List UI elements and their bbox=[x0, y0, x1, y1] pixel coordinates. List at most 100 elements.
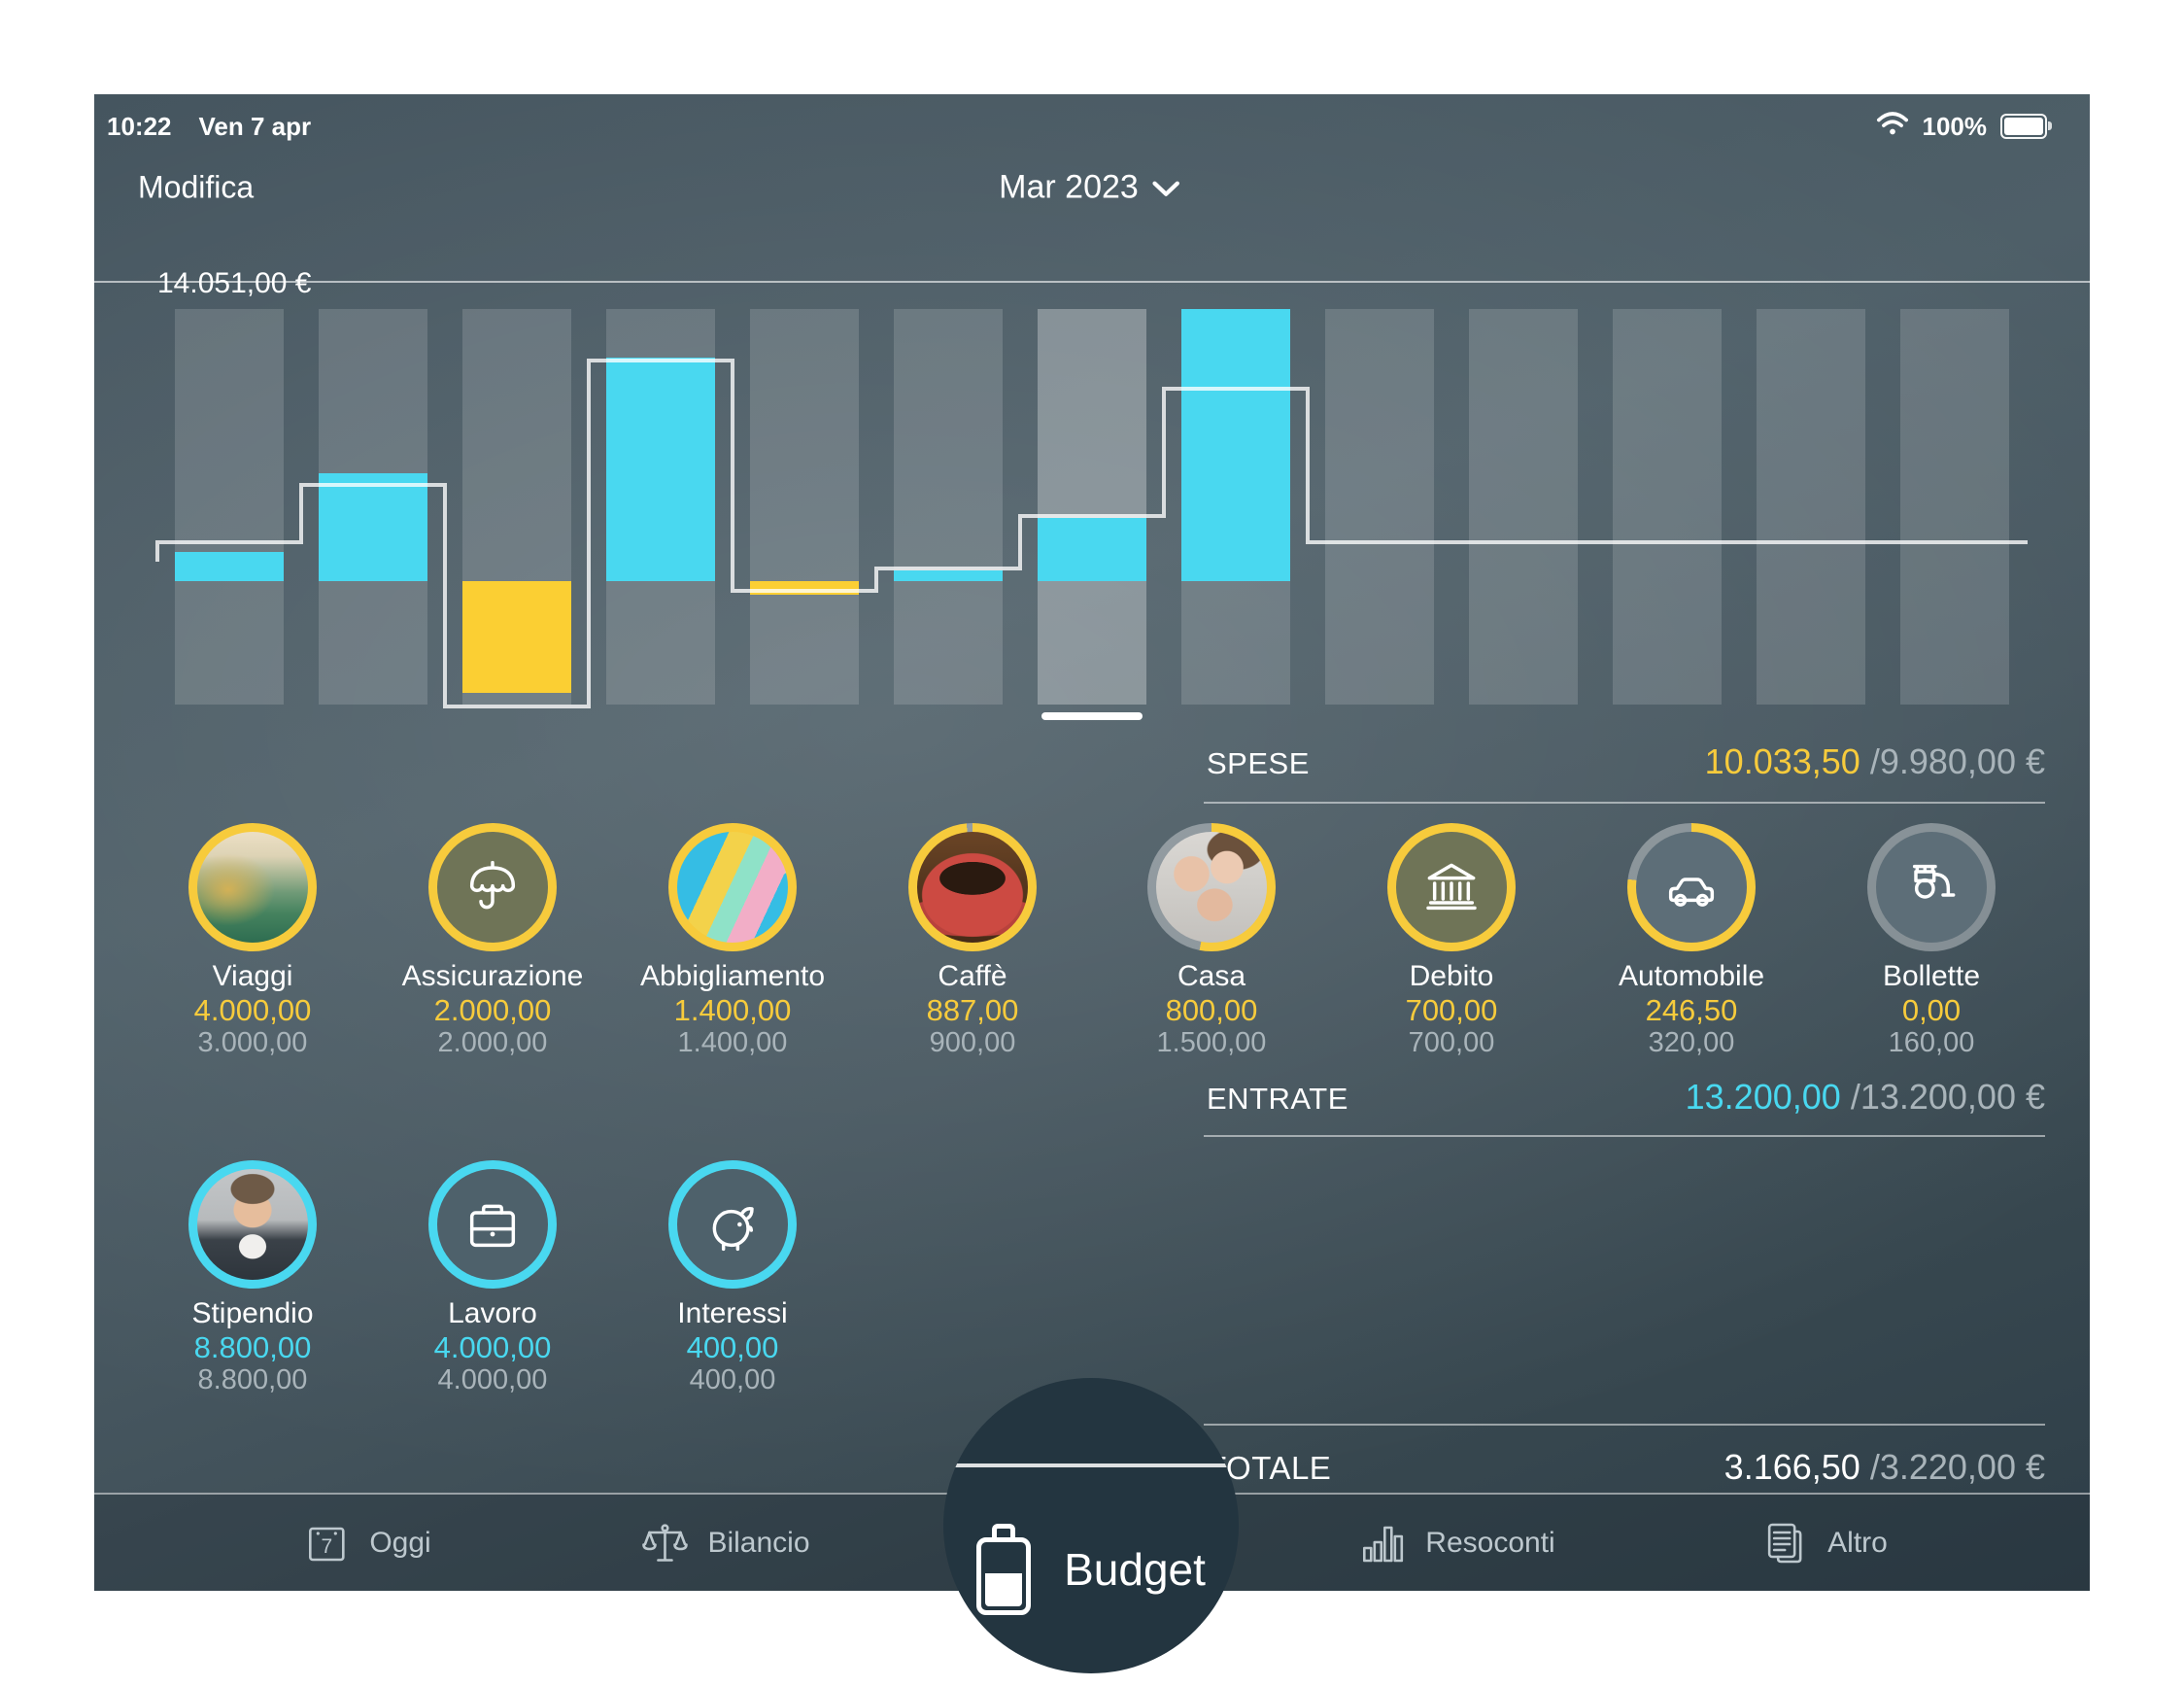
category-planned-value: 400,00 bbox=[689, 1364, 776, 1395]
tab-resoconti[interactable]: Resoconti bbox=[1359, 1495, 1555, 1591]
spese-divider bbox=[1204, 802, 2045, 804]
status-date: Ven 7 apr bbox=[198, 111, 312, 141]
chart-month-bar[interactable] bbox=[1469, 309, 1578, 705]
category-actual-value: 0,00 bbox=[1901, 993, 1962, 1027]
category-name: Debito bbox=[1409, 960, 1494, 992]
chart-month-bar[interactable] bbox=[1325, 309, 1434, 705]
progress-ring bbox=[668, 1160, 797, 1289]
category-planned-value: 3.000,00 bbox=[197, 1027, 308, 1058]
chart-month-bar[interactable] bbox=[894, 309, 1003, 705]
tab-label: Oggi bbox=[369, 1526, 431, 1559]
progress-ring bbox=[428, 823, 557, 951]
category-tile-interessi[interactable]: Interessi 400,00 400,00 bbox=[614, 1160, 851, 1395]
category-name: Viaggi bbox=[212, 960, 293, 992]
photo-man bbox=[197, 1169, 308, 1280]
tab-oggi[interactable]: 7 Oggi bbox=[303, 1495, 431, 1591]
chevron-down-icon bbox=[1152, 169, 1179, 207]
chart-positive-segment bbox=[1038, 518, 1146, 581]
category-tile-automobile[interactable]: Automobile 246,50 320,00 bbox=[1573, 823, 1810, 1058]
tab-altro[interactable]: Altro bbox=[1761, 1495, 1888, 1591]
category-name: Interessi bbox=[677, 1297, 788, 1329]
app-window: 10:22 Ven 7 apr 100% Modifica Mar 2023 bbox=[94, 94, 2090, 1591]
chart-positive-segment bbox=[894, 570, 1003, 581]
category-actual-value: 1.400,00 bbox=[673, 993, 792, 1027]
tab-label: Bilancio bbox=[707, 1526, 810, 1559]
chart-positive-segment bbox=[175, 552, 284, 581]
scales-icon bbox=[641, 1520, 688, 1566]
budget-chart[interactable]: 14.051,00 € bbox=[94, 94, 2090, 1591]
progress-ring bbox=[1387, 823, 1516, 951]
chart-month-bar[interactable] bbox=[1757, 309, 1865, 705]
category-actual-value: 2.000,00 bbox=[433, 993, 552, 1027]
entrate-planned-value: /13.200,00 € bbox=[1850, 1077, 2045, 1117]
chart-positive-segment bbox=[606, 358, 715, 581]
category-actual-value: 400,00 bbox=[686, 1330, 779, 1364]
photo-family bbox=[1156, 832, 1267, 943]
category-planned-value: 2.000,00 bbox=[437, 1027, 548, 1058]
svg-text:7: 7 bbox=[321, 1535, 332, 1558]
entrate-header: ENTRATE 13.200,00 /13.200,00 € bbox=[1207, 1077, 2045, 1118]
category-tile-assicurazione[interactable]: Assicurazione 2.000,00 2.000,00 bbox=[374, 823, 611, 1058]
category-tile-lavoro[interactable]: Lavoro 4.000,00 4.000,00 bbox=[374, 1160, 611, 1395]
category-tile-abbigliamento[interactable]: Abbigliamento 1.400,00 1.400,00 bbox=[614, 823, 851, 1058]
status-time: 10:22 bbox=[107, 111, 172, 141]
piggy-bank-icon bbox=[677, 1169, 788, 1280]
totale-row: TOTALE 3.166,50 /3.220,00 € bbox=[1207, 1447, 2045, 1488]
progress-ring bbox=[428, 1160, 557, 1289]
chart-positive-segment bbox=[1181, 309, 1290, 581]
status-bar: 10:22 Ven 7 apr 100% bbox=[94, 94, 2090, 151]
category-name: Abbigliamento bbox=[639, 960, 826, 992]
documents-icon bbox=[1761, 1520, 1808, 1566]
budget-callout-label: Budget bbox=[1064, 1544, 1206, 1595]
category-name: Stipendio bbox=[191, 1297, 314, 1329]
entrate-label: ENTRATE bbox=[1207, 1082, 1348, 1116]
chart-month-bar[interactable] bbox=[1900, 309, 2009, 705]
spese-header: SPESE 10.033,50 /9.980,00 € bbox=[1207, 741, 2045, 782]
category-actual-value: 246,50 bbox=[1645, 993, 1738, 1027]
spese-label: SPESE bbox=[1207, 746, 1310, 780]
category-tile-debito[interactable]: Debito 700,00 700,00 bbox=[1333, 823, 1570, 1058]
category-planned-value: 320,00 bbox=[1648, 1027, 1735, 1058]
edit-button[interactable]: Modifica bbox=[138, 169, 255, 205]
bar-chart-icon bbox=[1359, 1520, 1406, 1566]
briefcase-icon bbox=[437, 1169, 548, 1280]
category-actual-value: 887,00 bbox=[926, 993, 1019, 1027]
category-name: Caffè bbox=[938, 960, 1007, 992]
chart-month-bar[interactable] bbox=[1038, 309, 1146, 705]
wifi-icon bbox=[1876, 111, 1909, 143]
category-tile-caffè[interactable]: Caffè 887,00 900,00 bbox=[854, 823, 1091, 1058]
category-name: Lavoro bbox=[448, 1297, 537, 1329]
spese-planned-value: /9.980,00 € bbox=[1869, 741, 2045, 781]
photo-travel bbox=[197, 832, 308, 943]
photo-bags bbox=[677, 832, 788, 943]
chart-month-bar[interactable] bbox=[175, 309, 284, 705]
battery-icon bbox=[2000, 114, 2052, 139]
entrate-actual-value: 13.200,00 bbox=[1685, 1077, 1841, 1117]
category-planned-value: 1.400,00 bbox=[677, 1027, 788, 1058]
chart-month-bar[interactable] bbox=[1613, 309, 1722, 705]
month-label: Mar 2023 bbox=[999, 168, 1139, 206]
category-tile-viaggi[interactable]: Viaggi 4.000,00 3.000,00 bbox=[134, 823, 371, 1058]
progress-ring bbox=[1627, 823, 1756, 951]
category-tile-casa[interactable]: Casa 800,00 1.500,00 bbox=[1093, 823, 1330, 1058]
spese-actual-value: 10.033,50 bbox=[1704, 741, 1860, 781]
category-planned-value: 8.800,00 bbox=[197, 1364, 308, 1395]
selected-month-indicator bbox=[1041, 712, 1143, 720]
tab-bilancio[interactable]: Bilancio bbox=[641, 1495, 810, 1591]
chart-positive-segment bbox=[319, 473, 427, 581]
battery-percent-label: 100% bbox=[1922, 111, 1988, 141]
umbrella-icon bbox=[437, 832, 548, 943]
entrate-divider bbox=[1204, 1135, 2045, 1137]
category-actual-value: 4.000,00 bbox=[433, 1330, 552, 1364]
category-name: Assicurazione bbox=[401, 960, 584, 992]
month-selector[interactable]: Mar 2023 bbox=[999, 169, 1179, 207]
navigation-bar: Modifica Mar 2023 bbox=[94, 143, 2090, 283]
totale-actual-value: 3.166,50 bbox=[1723, 1447, 1860, 1487]
budget-tab-callout[interactable]: Budget bbox=[943, 1378, 1239, 1673]
category-tile-bollette[interactable]: Bollette 0,00 160,00 bbox=[1813, 823, 2050, 1058]
category-tile-stipendio[interactable]: Stipendio 8.800,00 8.800,00 bbox=[134, 1160, 371, 1395]
totale-planned-value: /3.220,00 € bbox=[1869, 1447, 2045, 1487]
category-name: Automobile bbox=[1618, 960, 1765, 992]
chart-month-bar[interactable] bbox=[750, 309, 859, 705]
